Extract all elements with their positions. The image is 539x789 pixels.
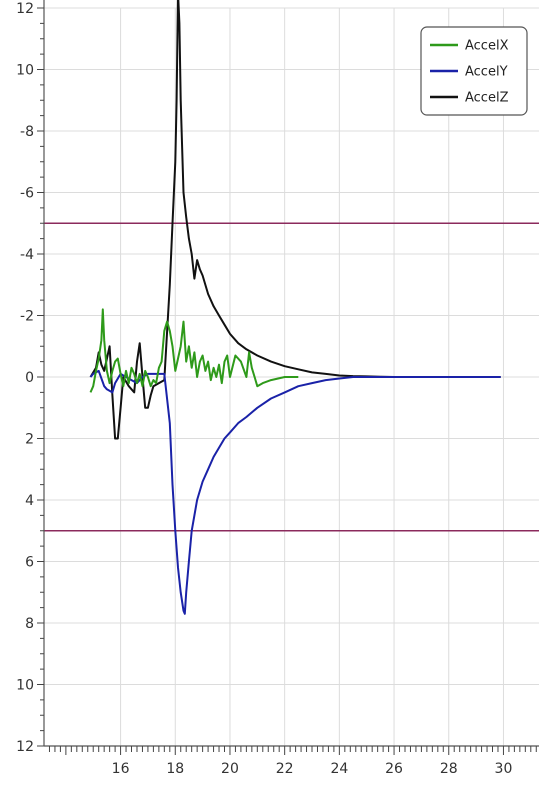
y-tick-label: 12 (16, 1, 34, 17)
y-tick-label: 4 (25, 493, 34, 509)
legend: AccelX AccelY AccelZ (420, 26, 528, 116)
legend-label-accelz: AccelZ (465, 91, 509, 106)
threshold-lines (44, 222, 539, 532)
y-tick-label: -8 (20, 124, 34, 140)
y-tick-label: 0 (25, 370, 34, 386)
y-tick-label: -4 (20, 247, 34, 263)
x-tick-label: 26 (385, 761, 403, 777)
y-tick-label: -2 (20, 309, 34, 325)
y-tick-label: 2 (25, 432, 34, 448)
y-tick-label: 10 (16, 63, 34, 79)
x-tick-label: 18 (166, 761, 184, 777)
series-line-accelz (89, 0, 501, 440)
y-tick-label: 10 (16, 678, 34, 694)
legend-box (420, 26, 528, 116)
y-tick-label: -6 (20, 186, 34, 202)
x-tick-label: 16 (112, 761, 130, 777)
series-lines (89, 0, 501, 615)
series-line-accelx (89, 308, 299, 393)
y-tick-label: 12 (16, 739, 34, 755)
x-tick-label: 22 (276, 761, 294, 777)
y-tick-label: 8 (25, 616, 34, 632)
legend-label-accely: AccelY (465, 65, 508, 80)
y-tick-label: 6 (25, 555, 34, 571)
legend-label-accelx: AccelX (465, 39, 509, 54)
x-tick-label: 20 (221, 761, 239, 777)
x-tick-label: 30 (495, 761, 513, 777)
x-tick-label: 24 (330, 761, 348, 777)
x-tick-label: 28 (440, 761, 458, 777)
